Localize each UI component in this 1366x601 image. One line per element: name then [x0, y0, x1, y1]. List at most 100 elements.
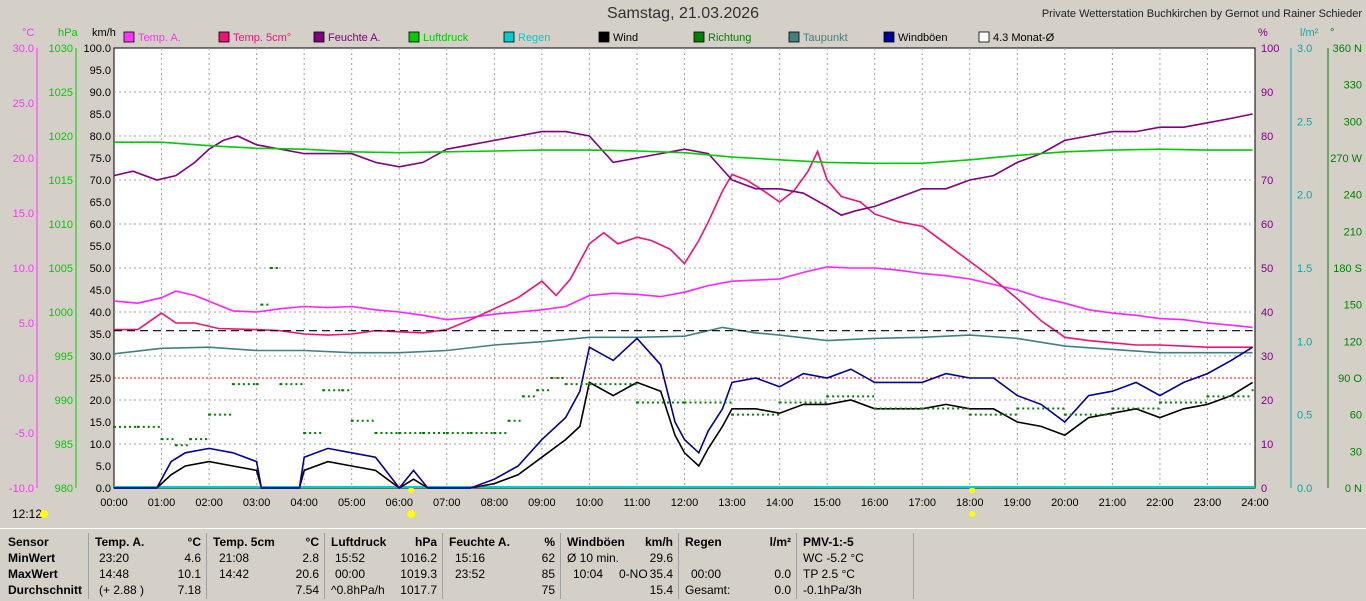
wind-tick-label: 100.0 — [83, 43, 111, 55]
sunrise-icon — [408, 487, 415, 493]
series-point-richtung — [374, 432, 377, 434]
series-line-windb-en — [114, 337, 1254, 490]
series-point-richtung — [873, 407, 876, 410]
stats-gusts: Windböen km/h Ø 10 min. 29.6 10:04 0-NO … — [560, 533, 677, 599]
x-tick-label: 02:00 — [195, 497, 223, 509]
humidity-tick-label: 10 — [1261, 439, 1273, 451]
stats-max-val: TP 2.5 °C — [803, 567, 855, 581]
legend-swatch — [883, 31, 895, 43]
stats-max-val: 0.0 — [774, 567, 791, 581]
sunset-icon — [969, 511, 976, 517]
x-tick-label: 11:00 — [624, 497, 651, 509]
humidity-tick-label: 20 — [1261, 395, 1273, 407]
humidity-tick-label: 80 — [1261, 131, 1273, 143]
legend-swatch — [123, 31, 135, 43]
x-tick-label: 07:00 — [433, 497, 461, 509]
x-tick-label: 01:00 — [148, 497, 176, 509]
wind-tick-label: 95.0 — [90, 65, 111, 77]
humidity-tick-label: 50 — [1261, 263, 1273, 275]
stats-max-time: 14:48 — [99, 567, 130, 581]
wind-tick-label: 85.0 — [90, 109, 111, 121]
stats-avg-val: 0.0 — [774, 583, 791, 597]
stats-max-time: 10:04 — [573, 567, 604, 581]
x-tick-label: 24:00 — [1241, 497, 1269, 509]
series-point-richtung — [968, 413, 971, 416]
series-point-richtung — [635, 401, 638, 404]
wind-tick-label: 45.0 — [90, 285, 111, 297]
humidity-tick-label: 40 — [1261, 307, 1273, 319]
legend-label: Windböen — [898, 32, 948, 44]
stats-max-dir: 0-NO — [619, 567, 648, 581]
pressure-tick-label: 1030 — [49, 43, 73, 55]
series-line-temp-5cm- — [114, 149, 1253, 349]
axis-unit-label: l/m² — [1300, 27, 1319, 39]
stats-humidity: Feuchte A. % 15:16 62 23:52 85 75 — [442, 533, 559, 599]
direction-tick-label: 270 W — [1330, 153, 1362, 165]
stats-min-val: 1016.2 — [400, 551, 437, 565]
series-point-richtung — [113, 425, 115, 428]
wind-tick-label: 40.0 — [90, 307, 111, 319]
x-tick-label: 21:00 — [1099, 497, 1127, 509]
x-tick-label: 16:00 — [861, 497, 889, 509]
stats-min-time: 15:52 — [335, 551, 366, 565]
stats-max-val: 35.4 — [649, 567, 673, 581]
stats-max-val: 10.1 — [177, 567, 201, 581]
wind-tick-label: 55.0 — [90, 241, 111, 253]
weather-chart: 30.025.020.015.010.05.00.0-5.0-10.010301… — [9, 27, 1363, 518]
statistics-panel: Sensor MinWert MaxWert Durchschnitt Temp… — [0, 528, 1366, 601]
sunrise-icon — [407, 510, 416, 518]
stats-pmv: PMV-1:-5 WC -5.2 °C TP 2.5 °C -0.1hPa/3h — [796, 533, 914, 599]
direction-tick-label: 210 — [1344, 226, 1362, 238]
wind-tick-label: 75.0 — [90, 153, 111, 165]
stats-label-sensor: Sensor — [8, 535, 49, 549]
stats-min-time: 23:20 — [99, 551, 130, 565]
direction-tick-label: 360 N — [1333, 43, 1362, 55]
pressure-tick-label: 995 — [55, 351, 73, 363]
direction-tick-label: 120 — [1344, 336, 1362, 348]
legend-label: Wind — [613, 32, 638, 44]
x-tick-label: 00:00 — [100, 497, 128, 509]
series-line-luftdruck — [114, 141, 1253, 165]
stats-avg-label: Gesamt: — [685, 583, 731, 597]
pressure-tick-label: 1020 — [49, 131, 73, 143]
humidity-tick-label: 90 — [1261, 87, 1273, 99]
series-point-richtung — [1111, 407, 1114, 410]
chart-title: Samstag, 21.03.2026 — [606, 5, 760, 22]
stats-max-time: 00:00 — [335, 567, 366, 581]
series-point-richtung — [189, 438, 192, 441]
x-tick-label: 13:00 — [718, 497, 746, 509]
stats-avg-val: 7.54 — [295, 583, 319, 597]
wind-tick-label: 65.0 — [90, 197, 111, 209]
series-point-richtung — [269, 267, 272, 269]
wind-tick-label: 15.0 — [90, 417, 111, 429]
sunset-icon — [969, 487, 976, 493]
x-tick-label: 10:00 — [576, 497, 604, 509]
x-tick-label: 08:00 — [481, 497, 509, 509]
series-point-richtung — [231, 383, 234, 386]
stats-max-val: 1019.3 — [400, 567, 437, 581]
stats-min-time: 15:16 — [455, 551, 486, 565]
series-point-richtung — [1063, 413, 1066, 416]
temp-tick-label: 0.0 — [19, 373, 34, 385]
legend-label: Luftdruck — [423, 32, 469, 44]
direction-tick-label: 90 O — [1338, 373, 1362, 385]
axis-unit-label: % — [1258, 27, 1268, 39]
direction-tick-label: 30 — [1350, 446, 1362, 458]
series-point-richtung — [136, 425, 139, 428]
stats-header: Temp. A. — [95, 535, 145, 549]
series-line-taupunkt — [113, 326, 1253, 355]
series-point-richtung — [683, 401, 686, 404]
stats-min-val: 2.8 — [302, 551, 319, 565]
temp-tick-label: 10.0 — [13, 263, 34, 275]
rain-tick-label: 1.5 — [1297, 263, 1312, 275]
x-tick-label: 14:00 — [766, 497, 794, 509]
series-point-richtung — [1206, 395, 1209, 398]
stats-header: Feuchte A. — [449, 535, 510, 549]
series-point-richtung — [160, 438, 163, 441]
pressure-tick-label: 1010 — [49, 219, 73, 231]
legend-label: Richtung — [708, 32, 751, 44]
direction-tick-label: 150 — [1344, 300, 1362, 312]
series-point-richtung — [564, 383, 567, 386]
series-point-richtung — [521, 395, 524, 398]
humidity-tick-label: 100 — [1261, 43, 1279, 55]
